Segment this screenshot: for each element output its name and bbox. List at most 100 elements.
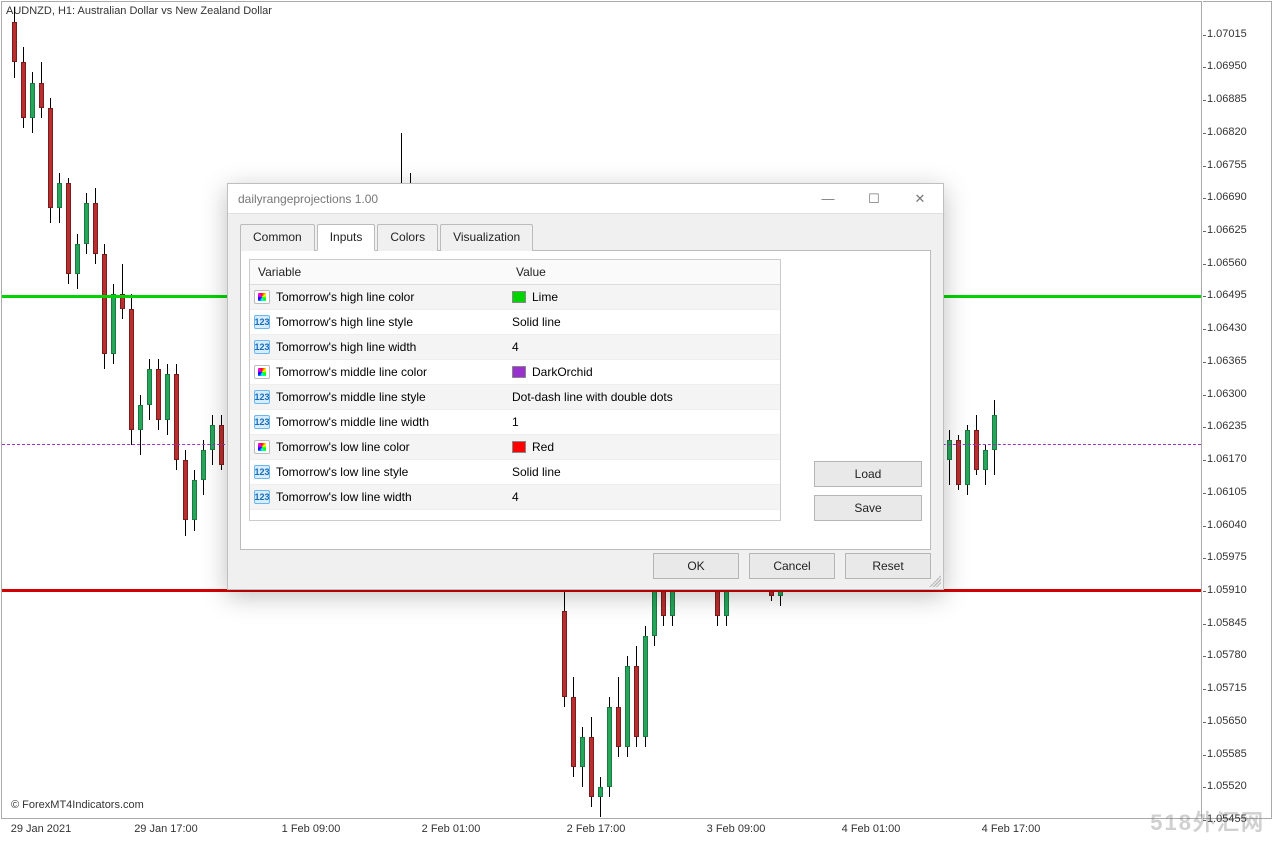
candle (147, 359, 152, 419)
value-text: DarkOrchid (532, 365, 593, 379)
table-row[interactable]: Tomorrow's high line color Lime (250, 285, 780, 310)
maximize-button[interactable]: ☐ (851, 184, 897, 214)
table-body: Tomorrow's high line colorLime123Tomorro… (250, 285, 780, 510)
dialog-body: CommonInputsColorsVisualization Variable… (228, 214, 943, 562)
time-axis: 29 Jan 2021 29 Jan 17:00 1 Feb 09:00 2 Feb … (1, 820, 1202, 844)
candle (625, 656, 630, 757)
candle (21, 47, 26, 128)
reset-button[interactable]: Reset (845, 553, 931, 579)
cancel-button[interactable]: Cancel (749, 553, 835, 579)
variable-name: Tomorrow's middle line width (276, 415, 429, 429)
table-row[interactable]: 123Tomorrow's low line styleSolid line (250, 460, 780, 485)
price-tick: 1.05520 (1203, 780, 1247, 792)
table-row[interactable]: 123Tomorrow's high line styleSolid line (250, 310, 780, 335)
variable-name: Tomorrow's middle line style (276, 390, 426, 404)
candle (219, 415, 224, 470)
time-tick: 4 Feb 01:00 (842, 823, 901, 835)
variable-name: Tomorrow's low line style (276, 465, 408, 479)
variable-name: Tomorrow's high line color (276, 290, 414, 304)
chart-title: AUDNZD, H1: Australian Dollar vs New Zea… (6, 5, 272, 17)
price-tick: 1.05715 (1203, 682, 1247, 694)
number-type-icon: 123 (254, 340, 270, 354)
table-row[interactable]: Tomorrow's low line colorRed (250, 435, 780, 460)
candle (616, 677, 621, 758)
color-swatch (512, 441, 526, 453)
value-text: Solid line (512, 315, 561, 329)
load-button[interactable]: Load (814, 461, 922, 487)
tab-inputs[interactable]: Inputs (317, 224, 376, 251)
price-tick: 1.05780 (1203, 649, 1247, 661)
inputs-table[interactable]: Variable Value Tomorrow's high line colo… (249, 259, 781, 521)
number-type-icon: 123 (254, 465, 270, 479)
price-tick: 1.06950 (1203, 60, 1247, 72)
value-text: 4 (512, 340, 519, 354)
candle (643, 626, 648, 747)
copyright-text: © ForexMT4Indicators.com (8, 798, 147, 812)
variable-name: Tomorrow's high line style (276, 315, 413, 329)
price-tick: 1.06365 (1203, 355, 1247, 367)
time-tick: 2 Feb 01:00 (422, 823, 481, 835)
candle (183, 450, 188, 536)
tab-colors[interactable]: Colors (377, 224, 438, 251)
candle (192, 470, 197, 530)
color-type-icon (254, 440, 270, 454)
color-type-icon (254, 365, 270, 379)
price-tick: 1.06040 (1203, 519, 1247, 531)
price-tick: 1.06755 (1203, 159, 1247, 171)
candle (589, 717, 594, 808)
minimize-button[interactable]: — (805, 184, 851, 214)
table-row[interactable]: Tomorrow's middle line colorDarkOrchid (250, 360, 780, 385)
candle (75, 234, 80, 289)
time-tick: 29 Jan 17:00 (134, 823, 198, 835)
table-row[interactable]: 123Tomorrow's high line width4 (250, 335, 780, 360)
time-tick: 3 Feb 09:00 (707, 823, 766, 835)
tab-strip: CommonInputsColorsVisualization (240, 224, 931, 251)
dialog-titlebar[interactable]: dailyrangeprojections 1.00 — ☐ ✕ (228, 184, 943, 214)
tab-common[interactable]: Common (240, 224, 315, 251)
candle (102, 244, 107, 370)
candle (983, 445, 988, 485)
time-tick: 29 Jan 2021 (11, 823, 72, 835)
value-text: 4 (512, 490, 519, 504)
time-tick: 4 Feb 17:00 (982, 823, 1041, 835)
table-row[interactable]: 123Tomorrow's middle line styleDot-dash … (250, 385, 780, 410)
table-row[interactable]: 123Tomorrow's low line width4 (250, 485, 780, 510)
candle (965, 425, 970, 495)
table-header: Variable Value (250, 260, 780, 285)
price-tick: 1.06105 (1203, 486, 1247, 498)
value-text: Lime (532, 290, 558, 304)
header-variable[interactable]: Variable (250, 260, 508, 284)
ok-button[interactable]: OK (653, 553, 739, 579)
save-button[interactable]: Save (814, 495, 922, 521)
price-tick: 1.06235 (1203, 420, 1247, 432)
price-tick: 1.05910 (1203, 584, 1247, 596)
candle (93, 188, 98, 264)
time-tick: 1 Feb 09:00 (282, 823, 341, 835)
price-tick: 1.06170 (1203, 453, 1247, 465)
candle (174, 364, 179, 470)
candle (39, 62, 44, 117)
price-tick: 1.06495 (1203, 289, 1247, 301)
table-row[interactable]: 123Tomorrow's middle line width1 (250, 410, 780, 435)
candle (120, 264, 125, 319)
candle (30, 72, 35, 132)
candle (598, 777, 603, 817)
price-tick: 1.06885 (1203, 93, 1247, 105)
indicator-properties-dialog: dailyrangeprojections 1.00 — ☐ ✕ CommonI… (227, 183, 944, 590)
price-tick: 1.05650 (1203, 715, 1247, 727)
candle (210, 415, 215, 465)
price-tick: 1.06300 (1203, 388, 1247, 400)
variable-name: Tomorrow's low line color (276, 440, 410, 454)
variable-name: Tomorrow's low line width (276, 490, 412, 504)
candle (84, 193, 89, 253)
resize-grip[interactable] (929, 575, 941, 587)
tab-visualization[interactable]: Visualization (440, 224, 533, 251)
close-button[interactable]: ✕ (897, 184, 943, 214)
value-text: 1 (512, 415, 519, 429)
header-value[interactable]: Value (508, 260, 554, 284)
candle (992, 400, 997, 476)
candle (138, 395, 143, 455)
tab-pane: Variable Value Tomorrow's high line colo… (240, 250, 931, 550)
candle (571, 677, 576, 778)
candle (156, 359, 161, 429)
